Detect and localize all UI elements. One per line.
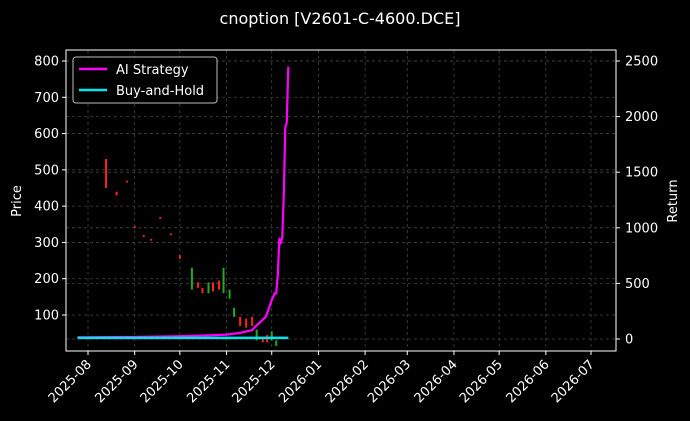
legend-box — [72, 56, 218, 104]
y-tick-label-left: 300 — [34, 236, 59, 251]
y-tick-label-left: 800 — [34, 55, 59, 70]
candle — [150, 238, 153, 241]
candle — [275, 340, 278, 346]
candle — [159, 217, 162, 219]
candle — [251, 316, 254, 326]
series-lines — [77, 66, 290, 340]
candle — [207, 282, 210, 294]
y-tick-label-left: 100 — [34, 309, 59, 324]
candle — [201, 287, 204, 294]
y-tick-label-right: 1000 — [625, 221, 658, 236]
y-tick-label-right: 500 — [625, 277, 650, 292]
candle — [270, 331, 273, 341]
candle — [245, 318, 248, 328]
legend-label-ai-strategy: AI Strategy — [116, 63, 189, 78]
candle — [178, 255, 181, 259]
y-tick-label-left: 200 — [34, 272, 59, 287]
candle — [233, 307, 236, 317]
y-tick-label-right: 2000 — [625, 110, 658, 125]
legend-label-buy-and-hold: Buy-and-Hold — [116, 84, 204, 99]
ai-strategy-line — [77, 66, 290, 339]
y-tick-label-left: 500 — [34, 163, 59, 178]
candle — [211, 282, 214, 292]
candle — [105, 158, 108, 188]
y-axis-label-left: Price — [10, 185, 25, 217]
price-candles — [105, 158, 278, 346]
y-tick-label-left: 700 — [34, 91, 59, 106]
candle — [218, 280, 221, 290]
candle — [196, 282, 199, 288]
candle — [239, 316, 242, 326]
candle — [261, 338, 264, 343]
candle — [255, 329, 258, 341]
candle — [142, 235, 145, 237]
candle — [133, 226, 136, 228]
candle — [126, 180, 129, 183]
y-tick-label-right: 2500 — [625, 55, 658, 70]
y-tick-label-left: 400 — [34, 200, 59, 215]
candle — [169, 233, 172, 236]
chart-title: cnoption [V2601-C-4600.DCE] — [220, 9, 461, 28]
y-tick-label-right: 1500 — [625, 166, 658, 181]
y-axis-label-right: Return — [666, 179, 681, 222]
y-tick-label-right: 0 — [625, 333, 633, 348]
candle — [115, 191, 118, 196]
candle — [228, 289, 231, 299]
y-tick-label-left: 600 — [34, 127, 59, 142]
candle — [222, 267, 225, 294]
candle — [190, 267, 193, 290]
plot-frame — [65, 49, 617, 352]
right-y-axis: 0 500 1000 1500 2000 2500 — [616, 55, 658, 348]
left-y-axis: 100 200 300 400 500 600 700 800 — [34, 55, 66, 324]
legend: AI Strategy Buy-and-Hold — [72, 56, 218, 104]
